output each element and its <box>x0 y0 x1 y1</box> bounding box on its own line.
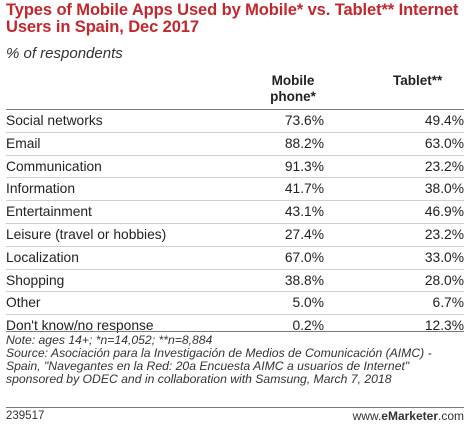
cell-mobile-value: 41.7% <box>284 181 324 197</box>
cell-tablet-value: 63.0% <box>424 135 464 151</box>
cell-tablet-value: 23.2% <box>424 226 464 242</box>
table-row: Communication 91.3% 23.2% <box>6 156 464 179</box>
table-row: Shopping 38.8% 28.0% <box>6 270 464 293</box>
cell-tablet-value: 33.0% <box>424 249 464 265</box>
cell-tablet-value: 6.7% <box>432 295 464 311</box>
table-row: Leisure (travel or hobbies) 27.4% 23.2% <box>6 224 464 247</box>
brand-suffix: .com <box>437 409 464 423</box>
row-label: Shopping <box>6 272 65 288</box>
cell-mobile-value: 73.6% <box>284 113 324 128</box>
table-row: Don't know/no response 0.2% 12.3% <box>6 315 464 337</box>
row-label: Email <box>6 135 41 151</box>
row-label: Don't know/no response <box>6 318 154 334</box>
column-header-tablet: Tablet** <box>393 73 443 88</box>
chart-id: 239517 <box>6 410 45 422</box>
row-label: Entertainment <box>6 204 92 220</box>
row-label: Social networks <box>6 113 103 128</box>
brand-name: eMarketer <box>381 409 438 423</box>
cell-tablet-value: 12.3% <box>424 318 464 334</box>
emarketer-logo[interactable]: www.eMarketer.com <box>353 409 464 423</box>
brand-prefix: www. <box>352 409 382 423</box>
chart-title: Types of Mobile Apps Used by Mobile* vs.… <box>6 1 459 36</box>
cell-tablet-value: 28.0% <box>424 272 464 288</box>
data-table-body: Social networks 73.6% 49.4% Email 88.2% 63.0%… <box>6 110 464 337</box>
column-header-mobile-line2: phone* <box>270 89 316 104</box>
table-row: Email 88.2% 63.0% <box>6 133 464 156</box>
row-label: Communication <box>6 158 102 174</box>
row-label: Localization <box>6 249 79 265</box>
chart-subtitle: % of respondents <box>6 45 123 62</box>
table-row: Localization 67.0% 33.0% <box>6 247 464 270</box>
cell-tablet-value: 38.0% <box>424 181 464 197</box>
cell-tablet-value: 23.2% <box>424 158 464 174</box>
cell-mobile-value: 67.0% <box>284 249 324 265</box>
cell-mobile-value: 43.1% <box>284 204 324 220</box>
table-row: Entertainment 43.1% 46.9% <box>6 201 464 224</box>
note-text: Note: ages 14+; *n=14,052; **n=8,884 <box>6 333 213 347</box>
footer-rule <box>6 407 464 408</box>
column-header-mobile-line1: Mobile <box>271 73 315 88</box>
row-label: Information <box>6 181 76 197</box>
header-rule <box>6 109 464 110</box>
cell-mobile-value: 91.3% <box>284 158 324 174</box>
source-text: Source: Asociación para la Investigación… <box>6 346 432 386</box>
cell-tablet-value: 46.9% <box>424 204 464 220</box>
cell-mobile-value: 27.4% <box>284 226 324 242</box>
table-row: Social networks 73.6% 49.4% <box>6 110 464 133</box>
row-label: Leisure (travel or hobbies) <box>6 226 167 242</box>
column-header-mobile: Mobile phone* <box>255 73 331 105</box>
row-label: Other <box>6 295 41 311</box>
cell-mobile-value: 0.2% <box>292 318 324 334</box>
cell-tablet-value: 49.4% <box>424 113 464 128</box>
table-row: Other 5.0% 6.7% <box>6 292 464 316</box>
cell-mobile-value: 38.8% <box>284 272 324 288</box>
cell-mobile-value: 88.2% <box>284 135 324 151</box>
table-row: Information 41.7% 38.0% <box>6 178 464 202</box>
notes-block: Note: ages 14+; *n=14,052; **n=8,884 Sou… <box>6 334 464 386</box>
table-bottom-rule <box>6 331 464 332</box>
cell-mobile-value: 5.0% <box>292 295 324 311</box>
